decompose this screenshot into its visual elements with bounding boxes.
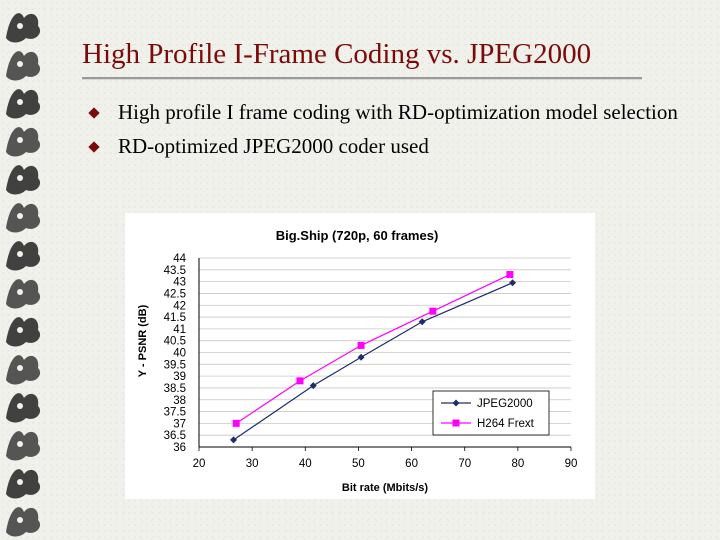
gridlines xyxy=(199,257,571,448)
diamond-bullet-icon xyxy=(88,141,100,153)
x-tick-label: 60 xyxy=(405,458,418,470)
axes: 3636.53737.53838.53939.54040.54141.54242… xyxy=(164,253,578,470)
y-tick-label: 41 xyxy=(173,324,186,336)
y-axis-label: Y - PSNR (dB) xyxy=(137,304,149,377)
data-point xyxy=(357,353,365,361)
bullet-text: High profile I frame coding with RD-opti… xyxy=(118,100,678,124)
legend-marker xyxy=(452,399,460,407)
y-tick-label: 40.5 xyxy=(164,336,186,348)
ornament-dot xyxy=(17,61,23,67)
data-point xyxy=(309,382,317,390)
ornament-dot xyxy=(17,137,23,143)
data-point xyxy=(506,271,514,279)
bullet-item: High profile I frame coding with RD-opti… xyxy=(86,100,686,125)
ornament-dot xyxy=(17,251,23,257)
y-tick-label: 37.5 xyxy=(164,407,186,419)
legend: JPEG2000 H264 Frext xyxy=(432,390,550,436)
y-tick-label: 38 xyxy=(173,395,186,407)
data-point xyxy=(230,436,238,444)
chart-area: Big.Ship (720p, 60 frames) Y - PSNR (dB)… xyxy=(125,213,595,499)
ornament-glyph xyxy=(6,165,41,195)
data-point xyxy=(509,279,517,287)
data-point xyxy=(296,377,304,385)
ornament-glyph xyxy=(6,241,41,271)
x-axis-label: Bit rate (Mbits/s) xyxy=(342,482,429,494)
x-tick-label: 30 xyxy=(246,458,259,470)
ornament-glyph xyxy=(6,431,41,461)
bullet-text: RD-optimized JPEG2000 coder used xyxy=(118,134,429,158)
ornament-dot xyxy=(17,517,23,523)
x-tick-label: 80 xyxy=(511,458,524,470)
ornament-dot xyxy=(17,99,23,105)
x-tick-label: 40 xyxy=(299,458,312,470)
diamond-bullet-icon xyxy=(88,107,100,119)
ornament-glyph xyxy=(6,469,41,499)
data-point xyxy=(429,307,437,315)
ornament-dot xyxy=(17,365,23,371)
y-tick-label: 39.5 xyxy=(164,359,186,371)
y-tick-label: 38.5 xyxy=(164,383,186,395)
ornament-glyph xyxy=(6,317,41,347)
ornament-dot xyxy=(17,479,23,485)
x-tick-label: 20 xyxy=(193,458,206,470)
x-tick-label: 70 xyxy=(458,458,471,470)
y-tick-label: 42 xyxy=(173,300,186,312)
data-point xyxy=(232,419,240,427)
data-point xyxy=(357,341,365,349)
ornament-dot xyxy=(17,175,23,181)
ornament-dot xyxy=(17,327,23,333)
chart-title: Big.Ship (720p, 60 frames) xyxy=(276,228,439,243)
ornament-glyph xyxy=(6,355,41,385)
legend-label: JPEG2000 xyxy=(477,398,533,410)
ornament-glyph xyxy=(6,507,41,537)
ornament-dot xyxy=(17,289,23,295)
ornament-glyph xyxy=(6,127,41,157)
bullet-list: High profile I frame coding with RD-opti… xyxy=(86,100,686,168)
decorative-border xyxy=(6,13,41,537)
ornament-glyph xyxy=(6,51,41,81)
y-tick-label: 44 xyxy=(173,253,186,265)
y-tick-label: 39 xyxy=(173,371,186,383)
y-tick-label: 43.5 xyxy=(164,265,186,277)
legend-marker xyxy=(452,419,460,427)
ornament-glyph xyxy=(6,279,41,309)
bullet-item: RD-optimized JPEG2000 coder used xyxy=(86,134,686,159)
ornament-glyph xyxy=(6,393,41,423)
ornament-dot xyxy=(17,213,23,219)
y-tick-label: 41.5 xyxy=(164,312,186,324)
ornament-dot xyxy=(17,403,23,409)
ornament-dot xyxy=(17,23,23,29)
ornament-dot xyxy=(17,441,23,447)
y-tick-label: 36 xyxy=(173,442,186,454)
y-tick-label: 40 xyxy=(173,348,186,360)
legend-label: H264 Frext xyxy=(477,418,535,430)
title-divider xyxy=(82,77,642,80)
y-tick-label: 43 xyxy=(173,277,186,289)
legend-box xyxy=(432,390,550,436)
ornament-glyph xyxy=(6,13,41,43)
data-point xyxy=(418,318,426,326)
series-group xyxy=(230,271,517,444)
y-tick-label: 37 xyxy=(173,418,186,430)
psnr-chart: Big.Ship (720p, 60 frames) Y - PSNR (dB)… xyxy=(137,228,578,494)
slide-title: High Profile I-Frame Coding vs. JPEG2000 xyxy=(82,38,592,70)
y-tick-label: 36.5 xyxy=(164,430,186,442)
ornament-glyph xyxy=(6,89,41,119)
x-tick-label: 90 xyxy=(565,458,578,470)
y-tick-label: 42.5 xyxy=(164,288,186,300)
ornament-glyph xyxy=(6,203,41,233)
x-tick-label: 50 xyxy=(352,458,365,470)
